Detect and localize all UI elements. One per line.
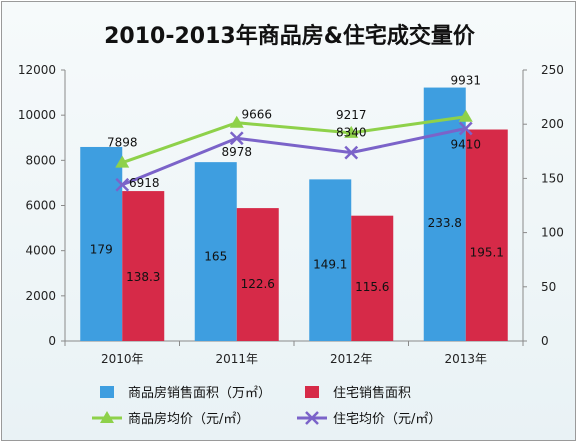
x-axis-tick-label: 2013年 xyxy=(444,352,487,366)
legend-marker-x xyxy=(305,411,319,425)
data-label-residential-price: 9410 xyxy=(450,137,481,151)
marker-triangle xyxy=(344,125,359,138)
data-label-commercial-area: 233.8 xyxy=(428,216,462,230)
bar-residential-area xyxy=(351,215,394,341)
legend-marker-triangle xyxy=(100,411,114,423)
data-label-residential-area: 115.6 xyxy=(355,280,389,294)
chart-title: 2010-2013年商品房&住宅成交量价 xyxy=(104,24,475,49)
bar-commercial-area xyxy=(309,179,352,341)
legend-label: 住宅均价（元/㎡） xyxy=(333,412,441,427)
data-label-residential-area: 138.3 xyxy=(126,270,160,284)
bar-residential-area xyxy=(236,208,279,341)
data-label-commercial-price: 9217 xyxy=(336,108,367,122)
x-axis-tick-label: 2012年 xyxy=(330,352,373,366)
bar-commercial-area xyxy=(194,162,237,341)
legend-swatch xyxy=(305,386,319,398)
right-axis-tick-label: 50 xyxy=(541,280,556,294)
data-label-residential-price: 8340 xyxy=(336,126,367,140)
data-label-commercial-price: 9666 xyxy=(241,108,272,122)
right-axis-tick-label: 250 xyxy=(541,63,564,77)
bar-commercial-area xyxy=(80,146,123,341)
legend-swatch xyxy=(100,386,114,398)
data-label-residential-area: 122.6 xyxy=(241,277,275,291)
marker-x xyxy=(115,177,130,192)
bar-commercial-area xyxy=(423,87,466,342)
data-label-commercial-price: 9931 xyxy=(450,74,481,88)
right-axis-tick-label: 0 xyxy=(541,334,549,348)
line-commercial-price xyxy=(121,115,466,165)
data-label-residential-price: 6918 xyxy=(129,176,160,190)
left-axis-tick-label: 4000 xyxy=(25,244,56,258)
x-axis-tick-label: 2010年 xyxy=(101,352,144,366)
line-residential-price xyxy=(121,127,467,187)
legend-label: 住宅销售面积 xyxy=(333,385,411,401)
data-label-commercial-price: 7898 xyxy=(107,136,138,150)
right-axis-tick-label: 200 xyxy=(541,117,564,131)
left-axis-tick-label: 10000 xyxy=(18,108,56,122)
legend-label: 商品房均价（元/㎡） xyxy=(128,411,249,427)
left-axis-tick-label: 12000 xyxy=(18,63,56,77)
bar-residential-area xyxy=(122,191,165,341)
data-label-commercial-area: 165 xyxy=(204,250,227,264)
data-label-commercial-area: 149.1 xyxy=(313,257,347,271)
marker-triangle xyxy=(229,115,244,128)
data-label-commercial-area: 179 xyxy=(90,243,113,257)
left-axis-tick-label: 8000 xyxy=(25,153,56,167)
marker-x xyxy=(344,145,359,160)
right-axis-tick-label: 150 xyxy=(541,171,564,185)
data-label-residential-price: 8978 xyxy=(221,145,252,159)
bar-residential-area xyxy=(465,129,508,341)
marker-triangle xyxy=(115,155,130,168)
right-axis-tick-label: 100 xyxy=(541,226,564,240)
marker-triangle xyxy=(458,109,473,122)
left-axis-tick-label: 2000 xyxy=(25,289,56,303)
left-axis-tick-label: 6000 xyxy=(25,199,56,213)
marker-x xyxy=(458,121,473,136)
legend-label: 商品房销售面积（万㎡） xyxy=(128,385,271,401)
marker-x xyxy=(229,131,244,146)
x-axis-tick-label: 2011年 xyxy=(215,352,258,366)
data-label-residential-area: 195.1 xyxy=(470,245,504,259)
left-axis-tick-label: 0 xyxy=(48,334,56,348)
